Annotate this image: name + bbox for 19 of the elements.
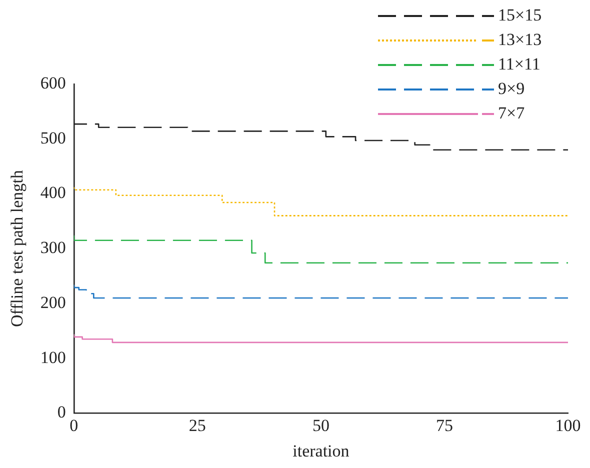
legend-label: 9×9	[498, 78, 525, 98]
legend-label: 13×13	[498, 30, 542, 49]
y-tick-label: 500	[40, 128, 66, 148]
legend-label: 7×7	[498, 103, 526, 122]
x-tick-label: 75	[436, 416, 453, 435]
x-tick-label: 25	[188, 416, 206, 435]
x-tick-label: 0	[70, 416, 78, 435]
legend-label: 15×15	[498, 5, 542, 24]
x-tick-label: 50	[312, 416, 330, 435]
y-tick-label: 100	[40, 348, 66, 367]
legend-label: 11×11	[498, 54, 540, 74]
y-tick-label: 0	[57, 402, 66, 422]
y-axis-title: Offline test path length	[8, 170, 27, 328]
y-tick-label: 200	[40, 292, 66, 312]
x-axis-title: iteration	[292, 441, 350, 460]
y-tick-label: 400	[40, 183, 66, 202]
y-tick-label: 300	[40, 238, 66, 258]
x-tick-label: 100	[555, 416, 581, 435]
y-tick-label: 600	[40, 73, 66, 92]
